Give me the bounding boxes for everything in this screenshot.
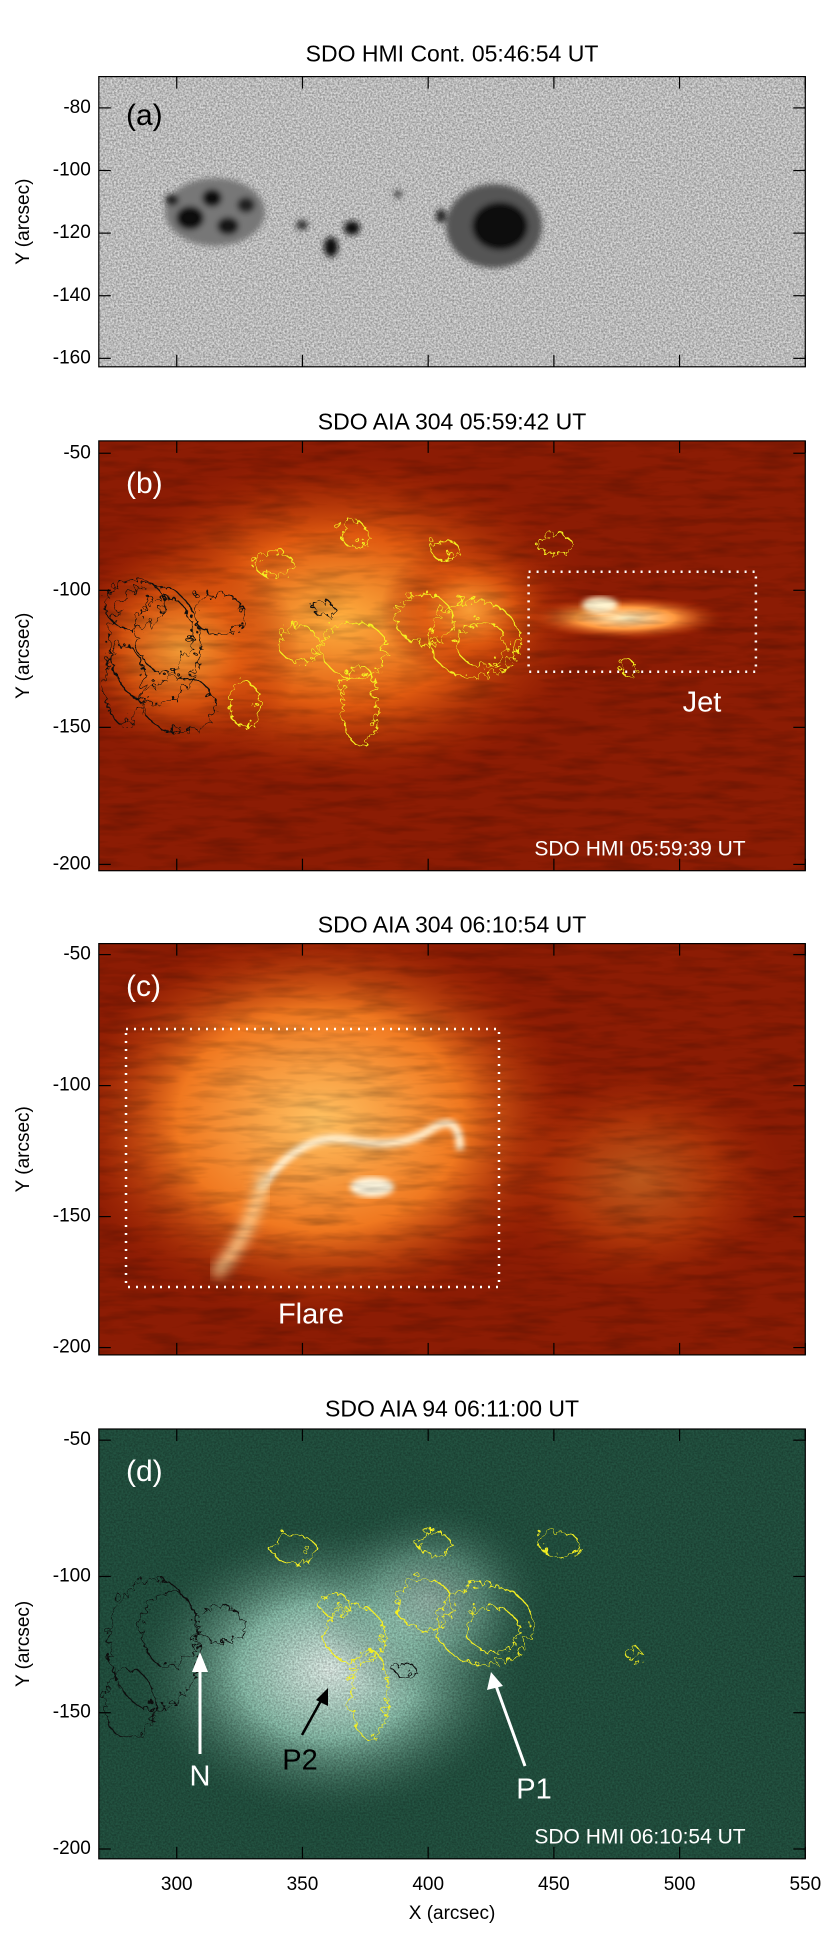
y-tick-label: -100 bbox=[53, 160, 91, 181]
annotation: SDO HMI 05:59:39 UT bbox=[534, 838, 745, 861]
y-tick-label: -160 bbox=[53, 347, 91, 368]
continuum-image bbox=[98, 76, 806, 367]
y-tick-label: -120 bbox=[53, 222, 91, 243]
plot-frame bbox=[98, 440, 806, 872]
y-tick-label: -150 bbox=[53, 1206, 91, 1227]
y-tick-label: -80 bbox=[63, 97, 90, 118]
panel-title: SDO AIA 304 06:10:54 UT bbox=[318, 911, 587, 937]
y-tick-label: -50 bbox=[63, 1429, 90, 1450]
plot-frame bbox=[98, 1428, 806, 1860]
y-tick-label: -150 bbox=[53, 1702, 91, 1723]
panel-label: (a) bbox=[126, 99, 163, 132]
y-tick-label: -50 bbox=[63, 944, 90, 965]
panel-label: (b) bbox=[126, 467, 163, 500]
annotation: Flare bbox=[278, 1299, 344, 1331]
y-axis-label: Y (arcsec) bbox=[13, 613, 34, 699]
annotation: N bbox=[190, 1761, 211, 1793]
x-tick-label: 450 bbox=[538, 1874, 570, 1895]
y-tick-label: -100 bbox=[53, 1565, 91, 1586]
panel-title: SDO AIA 304 05:59:42 UT bbox=[318, 409, 587, 435]
y-tick-label: -140 bbox=[53, 285, 91, 306]
x-tick-label: 550 bbox=[789, 1874, 821, 1895]
y-tick-label: -100 bbox=[53, 1075, 91, 1096]
arrow-head bbox=[487, 1672, 503, 1690]
x-tick-label: 500 bbox=[664, 1874, 696, 1895]
arrow-head bbox=[316, 1688, 328, 1706]
y-axis-label: Y (arcsec) bbox=[13, 179, 34, 265]
plot-frame bbox=[98, 942, 806, 1356]
y-tick-label: -200 bbox=[53, 1838, 91, 1859]
x-tick-label: 300 bbox=[161, 1874, 193, 1895]
annotation: P1 bbox=[516, 1774, 551, 1806]
annotation: P2 bbox=[282, 1745, 317, 1777]
y-axis-label: Y (arcsec) bbox=[13, 1106, 34, 1192]
y-tick-label: -200 bbox=[53, 1337, 91, 1358]
y-tick-label: -200 bbox=[53, 853, 91, 874]
panel-label: (d) bbox=[126, 1455, 163, 1488]
x-axis-label: X (arcsec) bbox=[409, 1903, 496, 1924]
x-tick-label: 350 bbox=[287, 1874, 319, 1895]
arrow bbox=[300, 1696, 325, 1736]
panel-title: SDO HMI Cont. 05:46:54 UT bbox=[306, 41, 599, 67]
arrow bbox=[493, 1682, 527, 1767]
x-tick-label: 400 bbox=[412, 1874, 444, 1895]
annotation: SDO HMI 06:10:54 UT bbox=[534, 1826, 745, 1849]
plot-frame bbox=[98, 75, 806, 368]
y-tick-label: -50 bbox=[63, 442, 90, 463]
y-tick-label: -150 bbox=[53, 716, 91, 737]
aia94-image bbox=[98, 1429, 806, 1859]
aia304-image bbox=[98, 943, 806, 1355]
y-axis-label: Y (arcsec) bbox=[13, 1601, 34, 1687]
panel-label: (c) bbox=[126, 970, 161, 1003]
annotation: Jet bbox=[683, 687, 722, 719]
aia304-image bbox=[98, 440, 806, 871]
y-tick-label: -100 bbox=[53, 579, 91, 600]
panel-title: SDO AIA 94 06:11:00 UT bbox=[325, 1396, 579, 1422]
arrow-head bbox=[192, 1652, 208, 1672]
